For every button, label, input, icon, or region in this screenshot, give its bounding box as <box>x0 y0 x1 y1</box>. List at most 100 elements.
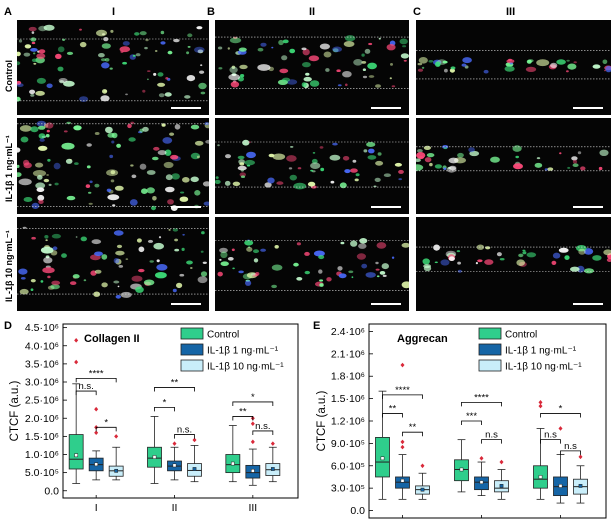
cell-marker <box>85 184 91 188</box>
cell-marker <box>238 270 244 274</box>
cell-marker <box>158 93 165 98</box>
cell-marker <box>17 172 22 177</box>
cell-marker <box>246 151 256 159</box>
cell-marker <box>46 129 50 133</box>
cell-marker <box>271 284 277 289</box>
cell-marker <box>282 77 291 82</box>
cell-marker <box>100 58 107 62</box>
cell-marker <box>215 176 219 179</box>
cell-marker <box>428 60 434 63</box>
cell-marker <box>312 152 316 154</box>
cell-marker <box>319 43 330 50</box>
cell-marker <box>110 170 116 175</box>
cell-marker <box>296 277 303 281</box>
cell-marker <box>362 75 368 79</box>
cell-marker <box>267 177 275 184</box>
significance-bracket <box>461 401 502 407</box>
y-tick-label: 2.5·10⁶ <box>25 395 59 407</box>
cell-marker <box>313 250 325 257</box>
cell-marker <box>522 249 526 252</box>
outlier-point <box>420 463 425 469</box>
cell-marker <box>592 64 601 69</box>
legend-swatch-il10 <box>180 359 204 372</box>
cell-marker <box>361 53 365 57</box>
column-label-i: I <box>112 6 116 18</box>
cell-marker <box>79 28 82 31</box>
cell-marker <box>272 153 286 160</box>
cell-marker <box>219 247 228 253</box>
cell-marker <box>307 181 316 187</box>
cell-marker <box>52 246 58 251</box>
y-tick-label: 2.1·10⁶ <box>331 348 365 360</box>
cell-marker <box>572 159 578 164</box>
y-tick-label: 5.0·10⁵ <box>25 467 59 479</box>
cell-marker <box>422 258 430 265</box>
cell-marker <box>217 271 223 277</box>
cell-marker <box>255 272 260 276</box>
cell-marker <box>45 239 48 242</box>
cell-marker <box>468 147 475 153</box>
cell-marker <box>31 58 38 63</box>
cell-marker <box>418 57 428 64</box>
mean-marker <box>230 461 235 466</box>
cell-marker <box>337 266 343 271</box>
cell-marker <box>566 59 570 62</box>
cell-marker <box>515 155 519 159</box>
significance-label: ** <box>409 422 417 433</box>
cell-marker <box>146 187 155 194</box>
cell-marker <box>516 259 525 266</box>
cell-marker <box>109 154 114 159</box>
cell-marker <box>111 132 118 139</box>
cell-marker <box>304 251 310 256</box>
micrograph-a-il1 <box>17 118 209 214</box>
cell-marker <box>186 260 193 265</box>
chart-title: Collagen II <box>84 333 140 345</box>
cell-marker <box>289 48 296 54</box>
cell-marker <box>168 229 171 231</box>
cell-marker <box>20 277 26 280</box>
cell-marker <box>293 182 307 190</box>
cell-marker <box>402 45 407 48</box>
mean-marker <box>270 467 275 471</box>
cell-marker <box>190 176 199 183</box>
cell-marker <box>326 277 332 282</box>
cell-marker <box>122 61 127 65</box>
cell-marker <box>30 288 34 291</box>
mean-marker <box>499 484 504 488</box>
cell-marker <box>318 255 325 260</box>
cell-marker <box>244 159 255 166</box>
cell-marker <box>147 70 151 72</box>
cell-marker <box>187 46 191 48</box>
cell-marker <box>260 248 266 252</box>
cell-marker <box>242 139 250 146</box>
cell-marker <box>94 132 100 135</box>
cell-marker <box>139 163 147 170</box>
cell-marker <box>238 47 247 52</box>
cell-marker <box>31 236 36 240</box>
cell-marker <box>155 272 167 279</box>
cell-marker <box>43 24 55 31</box>
cell-marker <box>194 46 205 53</box>
cell-marker <box>48 183 52 186</box>
cell-marker <box>158 236 162 239</box>
cell-marker <box>271 264 283 271</box>
cell-marker <box>368 148 375 154</box>
significance-label: ** <box>239 406 247 417</box>
cell-marker <box>398 169 404 174</box>
cell-marker <box>63 130 68 133</box>
cell-marker <box>44 235 49 239</box>
cell-marker <box>203 201 209 206</box>
cell-marker <box>196 155 200 159</box>
cell-marker <box>325 68 330 72</box>
cell-marker <box>142 89 146 93</box>
cell-marker <box>240 168 244 172</box>
legend-swatch-il1 <box>478 343 502 356</box>
cell-marker <box>301 82 307 88</box>
cell-marker <box>423 265 432 272</box>
cell-marker <box>323 51 332 58</box>
significance-label: ** <box>389 404 397 415</box>
cell-marker <box>383 173 391 177</box>
cell-marker <box>35 182 46 189</box>
cell-marker <box>293 262 299 267</box>
